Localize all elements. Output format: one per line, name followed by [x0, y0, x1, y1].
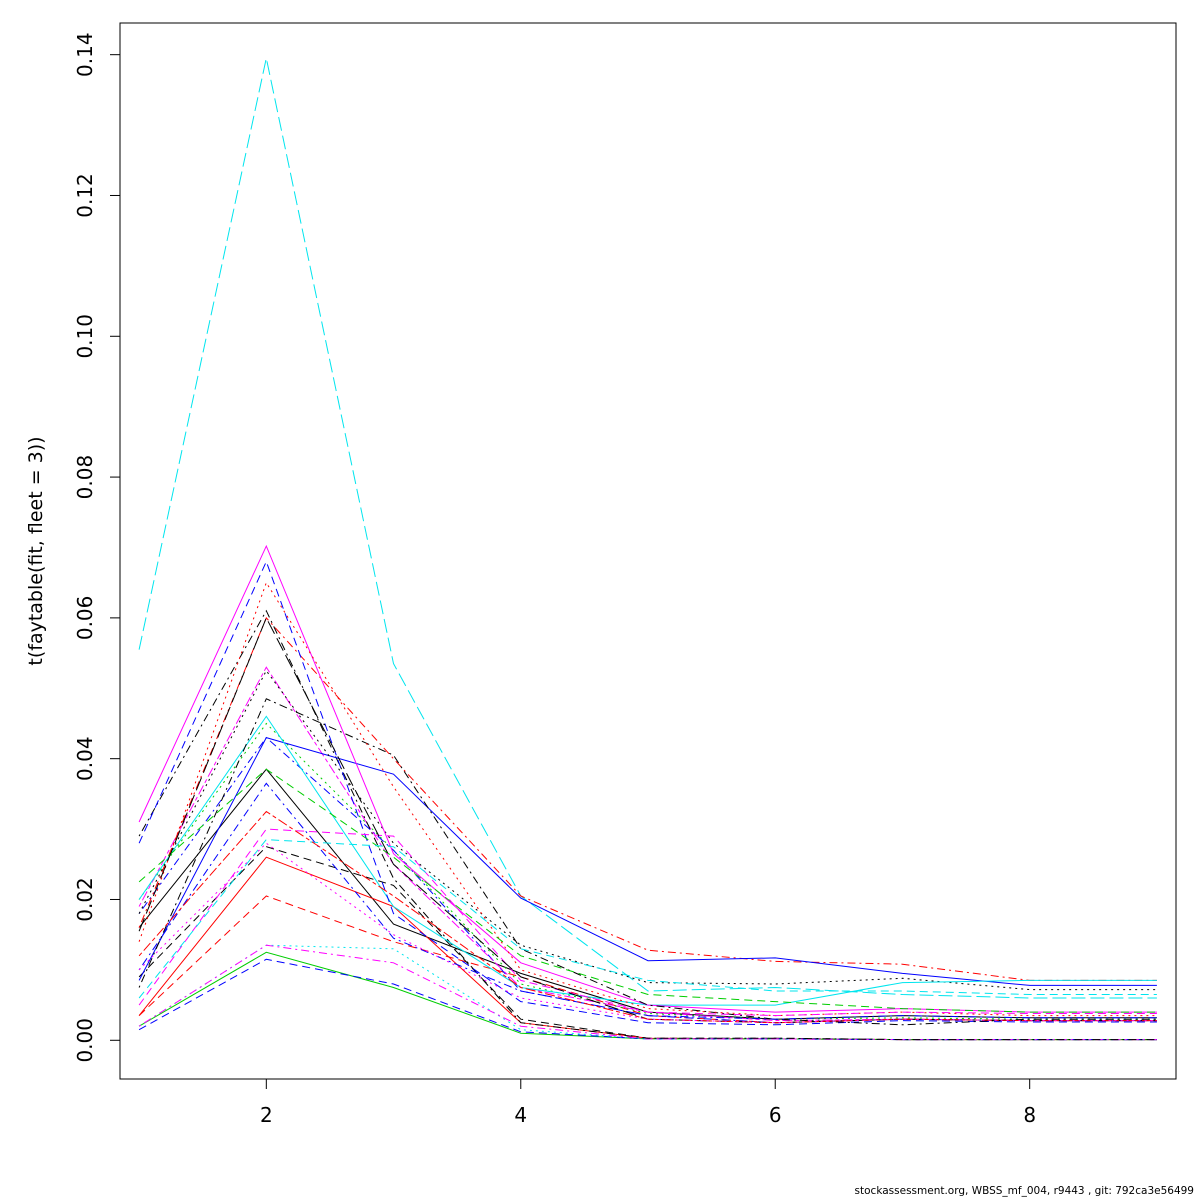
- series-line-10: [138, 958, 1157, 1041]
- series-line-28: [138, 842, 1157, 1024]
- series-line-26: [138, 616, 1157, 1024]
- y-tick-label: 0.10: [73, 314, 97, 359]
- series-line-7: [138, 846, 1157, 1041]
- series-line-24: [138, 839, 1157, 999]
- series-line-17: [138, 715, 1157, 1006]
- y-tick-label: 0.04: [73, 736, 97, 781]
- series-line-9: [138, 951, 1157, 1041]
- x-tick-label: 6: [769, 1103, 782, 1127]
- footer-source-text: stockassessment.org, WBSS_mf_004, r9443 …: [854, 1185, 1194, 1197]
- series-line-16: [138, 669, 1157, 991]
- series-line-23: [138, 828, 1157, 1017]
- series-line-21: [138, 581, 1157, 1017]
- series-line-5: [138, 58, 1157, 999]
- series-line-1: [138, 768, 1157, 1020]
- series-line-25: [138, 782, 1157, 1020]
- x-tick-label: 2: [260, 1103, 273, 1127]
- series-layer: [138, 58, 1157, 1041]
- y-tick-label: 0.00: [73, 1018, 97, 1063]
- y-tick-label: 0.14: [73, 32, 97, 77]
- x-tick-label: 4: [514, 1103, 527, 1127]
- y-tick-label: 0.02: [73, 877, 97, 922]
- y-tick-label: 0.08: [73, 455, 97, 500]
- y-axis-title: t(faytable(fit, fleet = 3)): [25, 436, 47, 665]
- plot-frame: [119, 22, 1177, 1080]
- x-axis: 2 4 6 8: [260, 1078, 1036, 1127]
- y-axis: 0.00 0.02 0.04 0.06 0.08 0.10 0.12 0.14: [73, 32, 121, 1063]
- series-line-22: [138, 768, 1157, 1013]
- y-tick-label: 0.06: [73, 596, 97, 641]
- series-line-18: [138, 544, 1157, 1013]
- x-tick-label: 8: [1023, 1103, 1036, 1127]
- series-line-13: [138, 609, 1157, 1041]
- series-line-3: [138, 722, 1157, 1020]
- series-line-14: [138, 616, 1157, 981]
- series-line-19: [138, 560, 1157, 1026]
- y-tick-label: 0.12: [73, 173, 97, 218]
- series-line-6: [138, 666, 1157, 1022]
- series-line-20: [138, 698, 1157, 1026]
